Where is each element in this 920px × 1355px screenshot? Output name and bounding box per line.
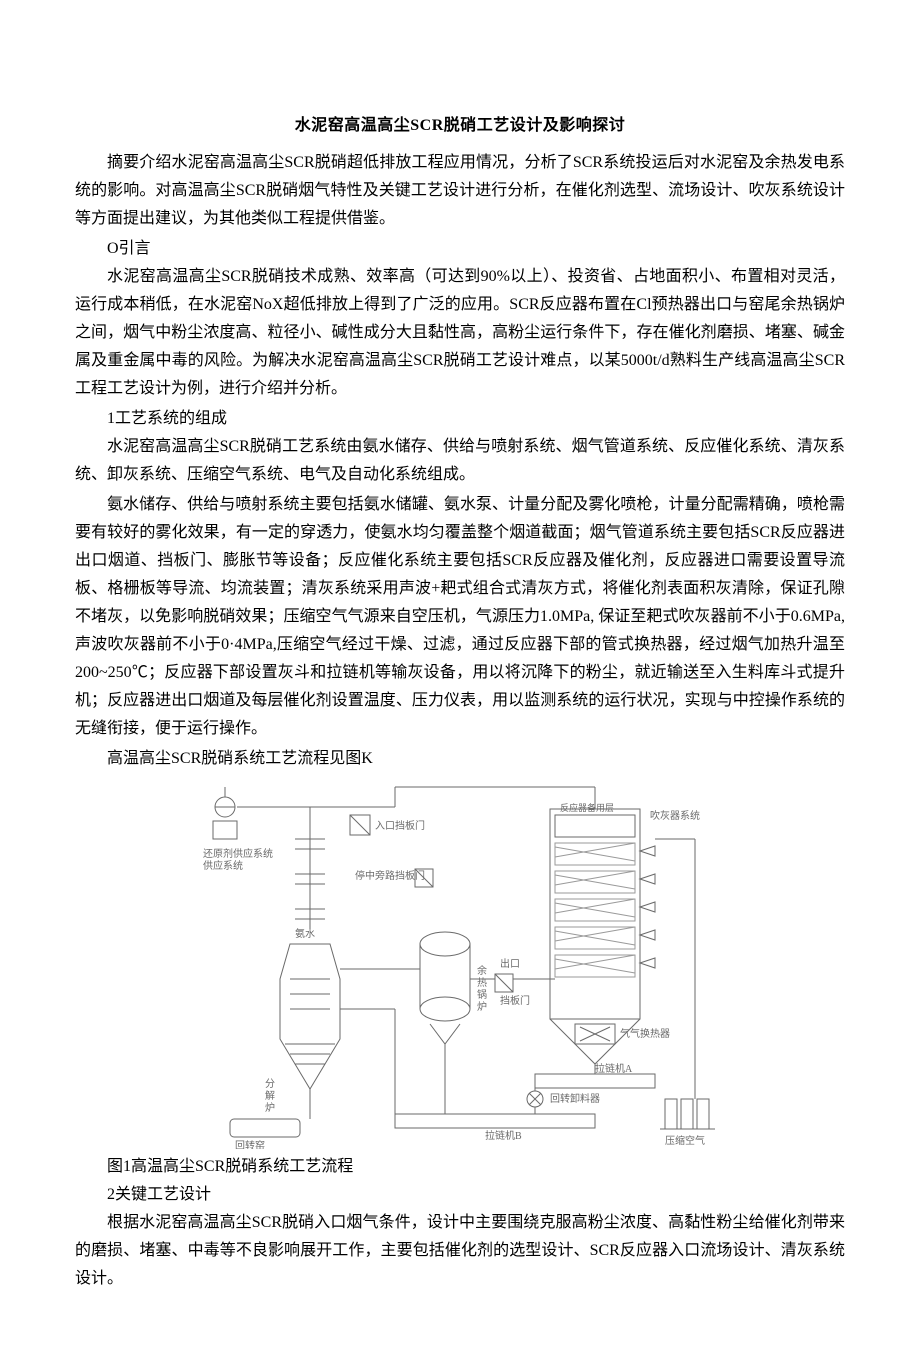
label-preheater: 分 <box>265 1078 275 1090</box>
label-reactor-top: 反应器备用层 <box>560 802 614 813</box>
svg-text:锅: 锅 <box>477 989 487 1001</box>
section-0-paragraph-1: 水泥窑高温高尘SCR脱硝技术成熟、效率高（可达到90%以上）、投资省、占地面积小… <box>75 263 845 403</box>
section-1-paragraph-3: 高温高尘SCR脱硝系统工艺流程见图K <box>75 745 845 773</box>
svg-text:供应系统: 供应系统 <box>203 859 243 872</box>
label-boiler: 余 <box>477 964 487 977</box>
section-2-heading: 2关键工艺设计 <box>75 1181 845 1209</box>
label-reducer-supply: 还原剂供应系统 <box>203 847 273 860</box>
svg-text:炉: 炉 <box>477 1001 487 1013</box>
label-ammonia: 氨水 <box>295 927 315 940</box>
section-1-heading: 1工艺系统的组成 <box>75 405 845 433</box>
abstract-paragraph: 摘要介绍水泥窑高温高尘SCR脱硝超低排放工程应用情况，分析了SCR系统投运后对水… <box>75 149 845 233</box>
section-1-paragraph-2: 氨水储存、供给与喷射系统主要包括氨水储罐、氨水泵、计量分配及雾化喷枪，计量分配需… <box>75 491 845 743</box>
label-outlet-damper: 出口 <box>500 957 520 970</box>
document-page: 水泥窑高温高尘SCR脱硝工艺设计及影响探讨 摘要介绍水泥窑高温高尘SCR脱硝超低… <box>0 0 920 1355</box>
figure-1-container: 还原剂供应系统 供应系统 入口挡板门 <box>75 779 845 1149</box>
label-comp-air: 压缩空气 <box>665 1134 705 1147</box>
svg-text:炉: 炉 <box>265 1102 275 1114</box>
svg-text:挡板门: 挡板门 <box>500 994 530 1007</box>
label-inlet-damper: 入口挡板门 <box>375 819 425 832</box>
figure-1-caption: 图1高温高尘SCR脱硝系统工艺流程 <box>75 1153 845 1181</box>
section-1-paragraph-1: 水泥窑高温高尘SCR脱硝工艺系统由氨水储存、供给与喷射系统、烟气管道系统、反应催… <box>75 433 845 489</box>
svg-text:解: 解 <box>265 1089 275 1102</box>
section-0-heading: O引言 <box>75 235 845 263</box>
label-air-heater: 气气换热器 <box>620 1027 670 1040</box>
svg-text:热: 热 <box>477 976 487 989</box>
section-2-paragraph-1: 根据水泥窑高温高尘SCR脱硝入口烟气条件，设计中主要围绕克服高粉尘浓度、高黏性粉… <box>75 1209 845 1293</box>
label-chain-b: 拉链机B <box>485 1129 522 1142</box>
label-blower-sys: 吹灰器系统 <box>650 809 700 822</box>
label-chain-a: 拉链机A <box>595 1062 633 1075</box>
page-title: 水泥窑高温高尘SCR脱硝工艺设计及影响探讨 <box>75 111 845 135</box>
label-kiln: 回转窑 <box>235 1139 265 1149</box>
scr-process-flow-diagram: 还原剂供应系统 供应系统 入口挡板门 <box>195 779 725 1149</box>
label-feeder: 回转卸料器 <box>550 1092 600 1105</box>
